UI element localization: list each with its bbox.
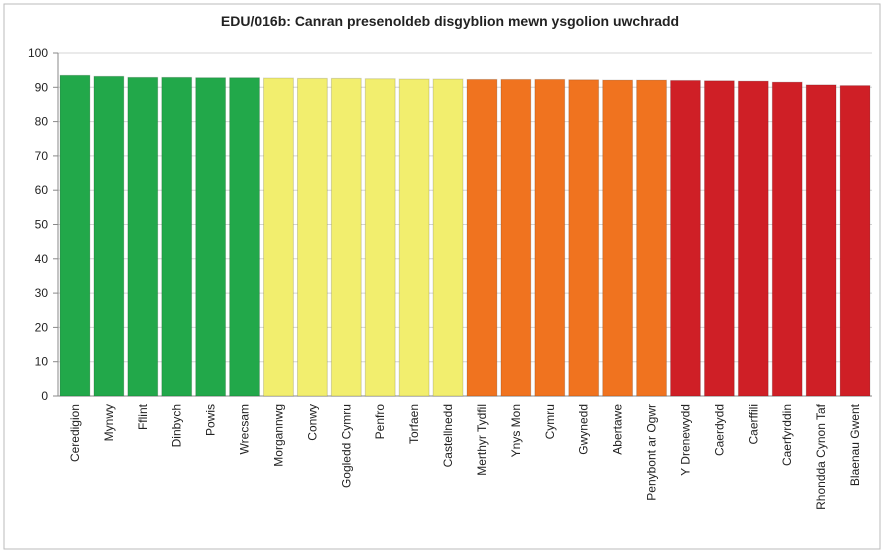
x-tick-label: Conwy <box>305 404 319 441</box>
y-tick-label: 80 <box>35 115 49 129</box>
x-tick-label: Mynwy <box>102 404 116 441</box>
bar <box>568 79 600 397</box>
bar <box>432 78 464 397</box>
y-tick-label: 30 <box>35 286 49 300</box>
bar <box>839 85 871 397</box>
bar <box>296 77 328 397</box>
x-tick-label: Torfaen <box>407 404 421 444</box>
x-tick-label: Morgannwg <box>271 404 285 467</box>
bar <box>93 75 125 397</box>
x-tick-label: Fflint <box>136 403 150 430</box>
bar <box>127 76 159 397</box>
bar <box>636 79 667 397</box>
x-tick-label: Powis <box>204 404 218 436</box>
x-tick-label: Penybont ar Ogwr <box>645 404 659 501</box>
x-tick-label: Wrecsam <box>238 404 252 454</box>
bar <box>59 74 91 397</box>
x-tick-label: Caerffili <box>746 404 760 444</box>
y-tick-label: 50 <box>35 218 49 232</box>
x-tick-label: Gogledd Cymru <box>339 404 353 488</box>
x-tick-label: Y Drenewydd <box>678 404 692 476</box>
bar <box>263 77 294 397</box>
chart-title: EDU/016b: Canran presenoldeb disgyblion … <box>221 13 679 29</box>
x-tick-label: Rhondda Cynon Taf <box>814 403 828 510</box>
x-tick-label: Penfro <box>373 404 387 440</box>
bar <box>229 77 260 397</box>
x-tick-label: Caerfyrddin <box>780 404 794 466</box>
y-tick-label: 0 <box>41 389 48 403</box>
bar <box>364 78 396 397</box>
bar <box>330 77 362 397</box>
x-tick-label: Ceredigion <box>68 404 82 462</box>
y-tick-label: 60 <box>35 183 49 197</box>
bar <box>398 78 430 397</box>
bar <box>737 80 769 397</box>
y-tick-label: 70 <box>35 149 49 163</box>
bar <box>466 78 498 397</box>
bar <box>534 78 566 397</box>
x-tick-label: Gwynedd <box>577 404 591 455</box>
y-tick-label: 20 <box>35 320 49 334</box>
bar <box>805 84 837 397</box>
bar <box>771 81 803 397</box>
x-tick-label: Cymru <box>543 404 557 439</box>
x-tick-label: Dinbych <box>170 404 184 447</box>
bar <box>602 79 634 397</box>
bar <box>703 80 735 397</box>
y-tick-label: 100 <box>28 46 48 60</box>
x-tick-label: Castellnedd <box>441 404 455 467</box>
x-tick-label: Caerdydd <box>712 404 726 456</box>
bar <box>500 78 532 397</box>
y-tick-label: 90 <box>35 80 49 94</box>
x-tick-label: Blaenau Gwent <box>848 403 862 486</box>
bar <box>670 79 701 397</box>
bar <box>195 77 227 397</box>
x-tick-label: Ynys Mon <box>509 404 523 457</box>
x-tick-label: Merthyr Tydfil <box>475 404 489 476</box>
y-tick-label: 40 <box>35 252 49 266</box>
y-tick-label: 10 <box>35 355 49 369</box>
x-tick-label: Abertawe <box>611 404 625 455</box>
bar <box>161 76 193 397</box>
